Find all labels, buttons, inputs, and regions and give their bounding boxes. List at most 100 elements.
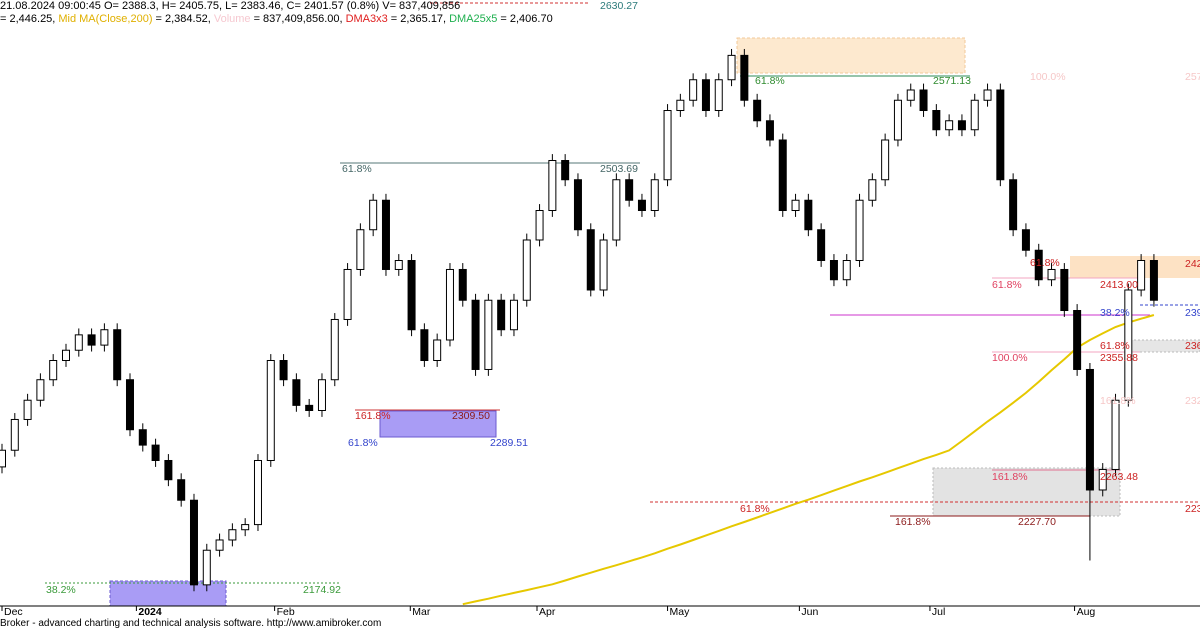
x-tick-label: Apr	[539, 606, 556, 618]
candle-body	[957, 120, 966, 131]
candle-body	[650, 179, 659, 212]
candle-body	[177, 479, 186, 501]
candle-body	[778, 139, 787, 212]
candle-body	[445, 268, 454, 341]
candle-body	[151, 444, 160, 461]
candle-body	[74, 334, 83, 351]
annotation: 239	[1185, 307, 1200, 319]
x-tick-label: Jul	[932, 606, 945, 618]
candle-body	[932, 110, 941, 131]
annotation: 257	[1185, 71, 1200, 83]
annotation: 161.8%	[1100, 395, 1136, 407]
annotation: 161.8%	[355, 410, 391, 422]
candle-body	[881, 139, 890, 181]
candle-body	[817, 229, 826, 262]
candle-body	[0, 449, 6, 468]
zone	[736, 37, 966, 74]
candle-body	[561, 160, 570, 181]
candle-body	[1060, 268, 1069, 311]
candle-body	[1009, 179, 1018, 231]
candle-body	[714, 79, 723, 112]
candle-body	[522, 239, 531, 301]
candle-body	[573, 179, 582, 231]
candle-body	[1149, 260, 1158, 301]
annotation: 2227.70	[1018, 516, 1056, 528]
candle-body	[765, 120, 774, 141]
candle-body	[49, 359, 58, 381]
candle-body	[599, 239, 608, 291]
annotation: 161.8%	[992, 471, 1028, 483]
candle-body	[1098, 468, 1107, 491]
candle-body	[330, 318, 339, 381]
candle-body	[970, 99, 979, 131]
x-tick-label: Feb	[277, 606, 295, 618]
indicator-value: = 2,446.25,	[0, 13, 56, 25]
annotation: 2355.88	[1100, 352, 1138, 364]
annotation: 61.8%	[755, 75, 785, 87]
candle-body	[253, 459, 262, 526]
candle-body	[855, 199, 864, 262]
annotation: 61.8%	[348, 437, 378, 449]
candle-body	[458, 268, 467, 301]
candle-body	[1034, 249, 1043, 281]
candle-body	[945, 120, 954, 131]
annotation: 2503.69	[600, 163, 638, 175]
annotation: 100.0%	[992, 352, 1028, 364]
candle-body	[637, 199, 646, 212]
indicator-name: Mid MA(Close,200)	[58, 13, 153, 25]
candle-body	[305, 404, 314, 411]
candle-body	[1124, 289, 1133, 401]
candle-body	[138, 429, 147, 446]
candle-body	[279, 359, 288, 381]
x-tick-label: Dec	[4, 606, 23, 618]
candle-body	[842, 260, 851, 281]
candle-body	[433, 339, 442, 361]
candle-body	[509, 299, 518, 331]
annotation: 61.8%	[1030, 257, 1060, 269]
indicator-name: Volume	[213, 13, 251, 25]
candle-body	[228, 529, 237, 541]
candle-body	[202, 549, 211, 586]
annotation: 2289.51	[490, 437, 528, 449]
candle-body	[983, 89, 992, 101]
candle-body	[1047, 268, 1056, 281]
candle-body	[701, 79, 710, 112]
candle-body	[1021, 229, 1030, 251]
annotation: 100.0%	[1030, 71, 1066, 83]
candle-body	[791, 199, 800, 212]
candle-body	[484, 299, 493, 370]
candle-body	[586, 229, 595, 291]
candle-body	[189, 499, 198, 586]
annotation: 2571.13	[933, 75, 971, 87]
candle-body	[356, 229, 365, 270]
header: 21.08.2024 09:00:45 O= 2388.3, H= 2405.7…	[0, 0, 556, 26]
x-tick-label: May	[670, 606, 691, 618]
candle-body	[612, 179, 621, 241]
candle-body	[625, 179, 634, 201]
candle-body	[266, 359, 275, 461]
candle-body	[919, 89, 928, 112]
candle-body	[868, 179, 877, 201]
candle-body	[36, 379, 45, 401]
candle-body	[394, 260, 403, 270]
candle-body	[317, 379, 326, 411]
candle-body	[1073, 309, 1082, 370]
candle-body	[663, 110, 672, 181]
indicator-name: DMA3x3	[345, 13, 388, 25]
annotation: 2309.50	[452, 410, 490, 422]
annotation: 2630.27	[600, 0, 638, 12]
annotation: 61.8%	[1100, 340, 1130, 352]
moving-average	[462, 314, 1155, 606]
x-tick-label: Jun	[801, 606, 818, 618]
candle-body	[471, 299, 480, 370]
candle-body	[215, 539, 224, 551]
candle-body	[241, 524, 250, 531]
candle-body	[100, 329, 109, 346]
candle-body	[753, 99, 762, 122]
candle-body	[740, 54, 749, 101]
candle-body	[113, 329, 122, 381]
footer: Broker - advanced charting and technical…	[0, 618, 382, 629]
candle-body	[535, 210, 544, 241]
